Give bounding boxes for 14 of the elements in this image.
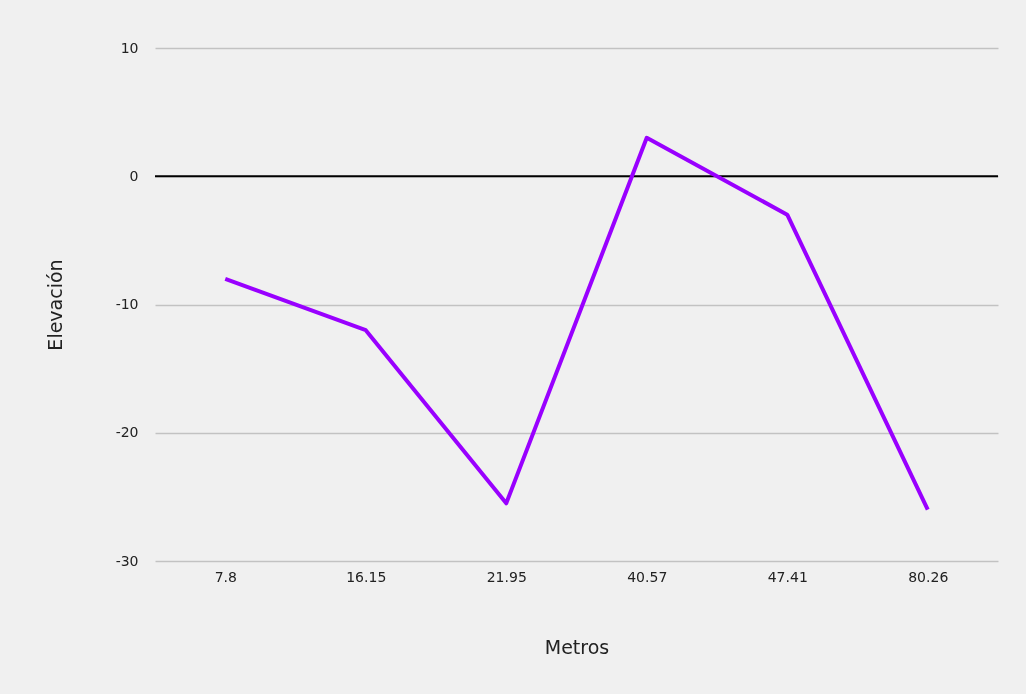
x-tick-label: 47.41	[767, 568, 808, 585]
y-tick-label: -30	[115, 552, 139, 569]
y-tick-label: 0	[129, 167, 139, 184]
line-series	[223, 135, 930, 512]
x-tick-label: 40.57	[627, 568, 668, 585]
y-tick-label: -10	[115, 296, 139, 312]
x-tick-label: 21.95	[486, 568, 527, 585]
y-axis-title: Elevación	[43, 259, 66, 351]
x-tick-label: 80.26	[908, 568, 949, 585]
y-tick-label: -20	[115, 424, 139, 441]
x-tick-label: 16.15	[346, 568, 387, 585]
x-axis-title: Metros	[544, 635, 610, 658]
y-tick-label: 10	[120, 39, 139, 56]
x-tick-label: 7.8	[214, 568, 237, 585]
